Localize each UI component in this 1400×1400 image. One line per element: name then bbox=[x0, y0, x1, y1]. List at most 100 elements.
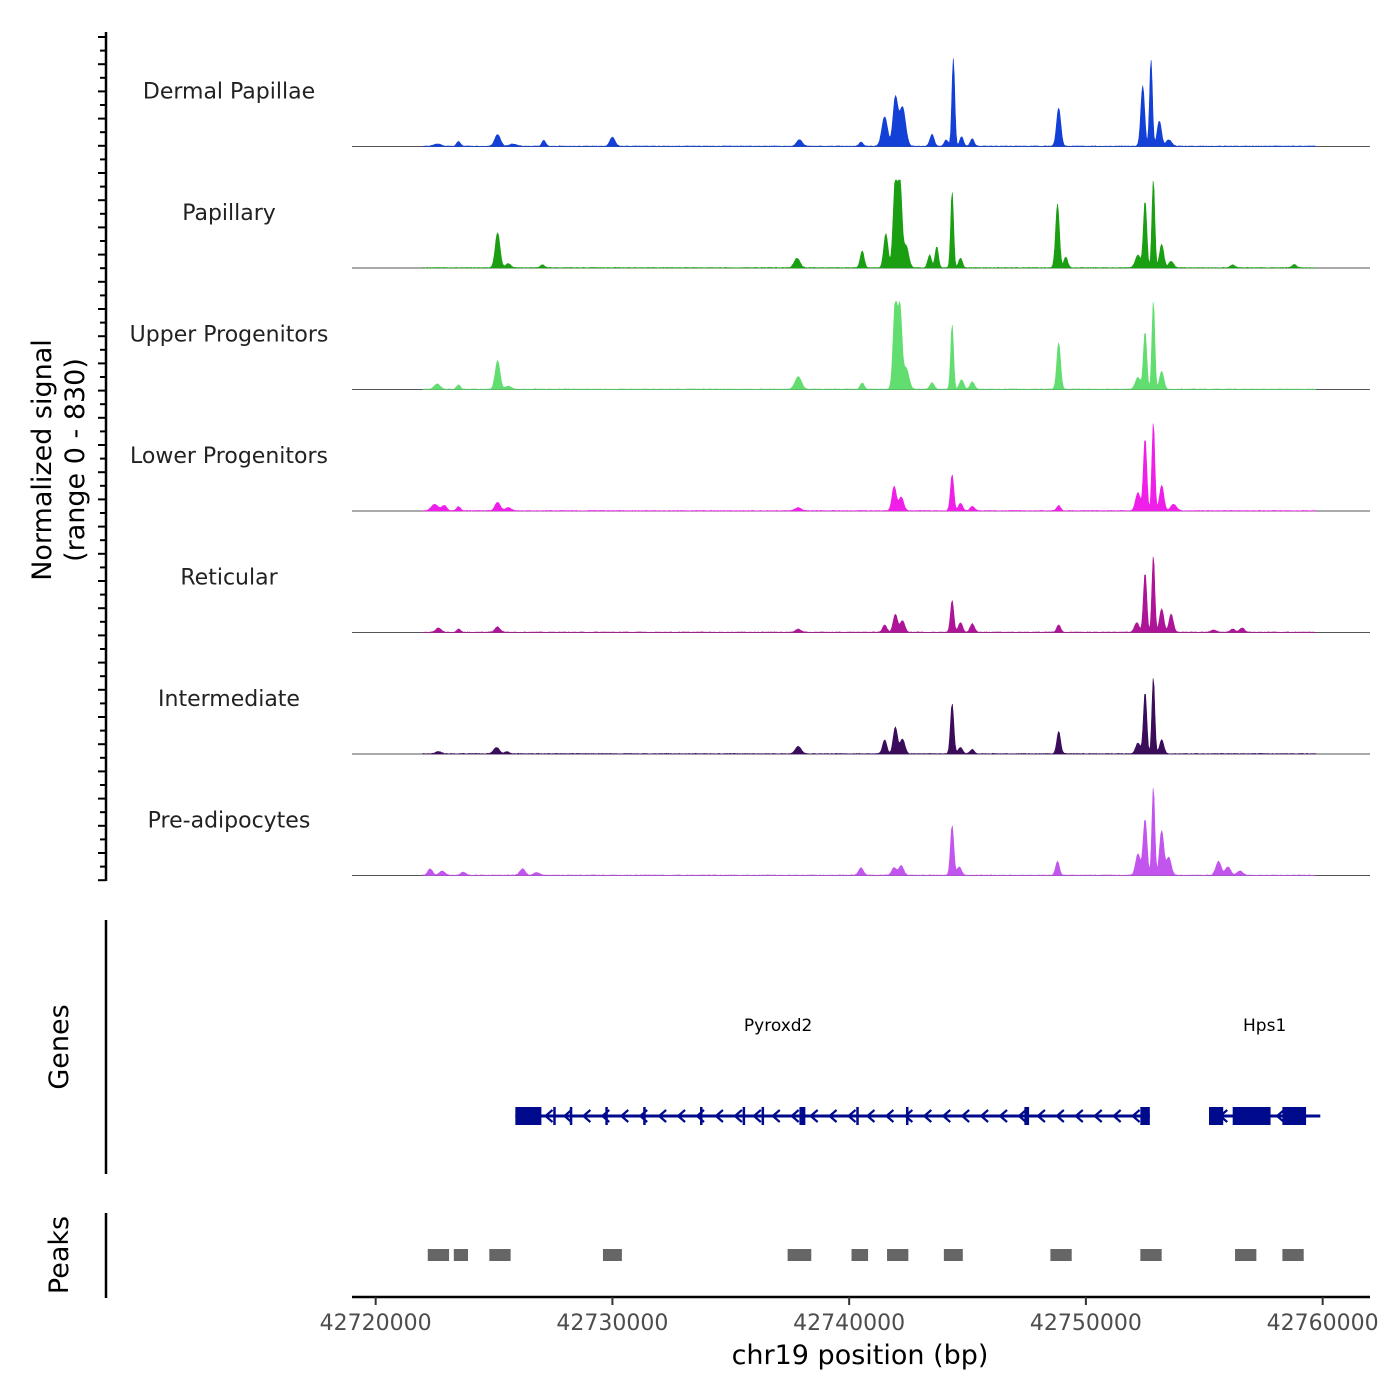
exon bbox=[1024, 1107, 1030, 1125]
exon bbox=[1232, 1107, 1271, 1125]
coverage-area bbox=[422, 788, 1316, 876]
strand-arrow bbox=[1017, 1109, 1027, 1123]
coverage-area bbox=[422, 556, 1317, 633]
strand-arrow bbox=[998, 1109, 1008, 1123]
exon bbox=[605, 1107, 608, 1125]
strand-arrow bbox=[865, 1109, 876, 1123]
strand-arrow bbox=[752, 1109, 762, 1123]
track-intermediate: Intermediate bbox=[158, 678, 1370, 755]
peak-track bbox=[427, 1249, 1304, 1261]
x-axis: 42720000 42730000 42740000 42750000 42760000 bbox=[320, 1295, 1379, 1336]
peak-region bbox=[1050, 1249, 1072, 1261]
coverage-area bbox=[422, 179, 1317, 269]
y-axis-title-line1: Normalized signal bbox=[27, 339, 58, 581]
strand-arrow bbox=[884, 1109, 895, 1123]
strand-arrow bbox=[1130, 1109, 1141, 1123]
track-reticular: Reticular bbox=[180, 556, 1370, 633]
strand-arrow bbox=[846, 1109, 857, 1123]
strand-arrow bbox=[922, 1109, 933, 1123]
track-upper-progenitors: Upper Progenitors bbox=[130, 300, 1370, 390]
strand-arrow bbox=[676, 1109, 686, 1123]
strand-arrow bbox=[979, 1109, 989, 1123]
exon bbox=[1209, 1107, 1224, 1125]
genes-panel-title: Genes bbox=[44, 1004, 75, 1089]
exon bbox=[515, 1107, 542, 1125]
strand-arrow bbox=[827, 1109, 838, 1123]
track-label: Reticular bbox=[180, 566, 278, 591]
track-dermal-papillae: Dermal Papillae bbox=[143, 58, 1370, 147]
peak-region bbox=[453, 1249, 469, 1261]
strand-arrow bbox=[562, 1109, 573, 1123]
x-tick-label: 42760000 bbox=[1267, 1311, 1379, 1336]
exon bbox=[1282, 1107, 1307, 1125]
peak-region bbox=[602, 1249, 622, 1261]
strand-arrow bbox=[1275, 1109, 1285, 1123]
coverage-area bbox=[422, 678, 1317, 755]
track-label: Intermediate bbox=[158, 687, 300, 712]
gene-label: Hps1 bbox=[1243, 1016, 1286, 1036]
coverage-area bbox=[422, 300, 1317, 390]
strand-arrow bbox=[1055, 1109, 1065, 1123]
coverage-tracks: Dermal Papillae Papillary Upper Progenitor… bbox=[130, 58, 1370, 876]
strand-arrow bbox=[903, 1109, 914, 1123]
strand-arrow bbox=[960, 1109, 970, 1123]
track-label: Lower Progenitors bbox=[130, 444, 328, 469]
peak-region bbox=[887, 1249, 909, 1261]
track-label: Papillary bbox=[182, 201, 276, 226]
track-lower-progenitors: Lower Progenitors bbox=[130, 423, 1370, 512]
exon bbox=[905, 1107, 909, 1125]
gene-annotation-track: Pyroxd2 Hps1 bbox=[515, 1016, 1321, 1125]
track-label: Upper Progenitors bbox=[130, 323, 329, 348]
track-papillary: Papillary bbox=[182, 179, 1370, 269]
peak-region bbox=[851, 1249, 869, 1261]
exon bbox=[742, 1107, 746, 1125]
peak-region bbox=[787, 1249, 812, 1261]
track-pre-adipocytes: Pre-adipocytes bbox=[148, 788, 1370, 876]
peak-region bbox=[943, 1249, 963, 1261]
gene-pyroxd2: Pyroxd2 bbox=[515, 1016, 1150, 1125]
exon bbox=[569, 1107, 573, 1125]
exon bbox=[761, 1107, 765, 1125]
exon bbox=[799, 1107, 806, 1125]
coverage-area bbox=[422, 423, 1317, 512]
peak-region bbox=[489, 1249, 511, 1261]
strand-arrow bbox=[619, 1109, 629, 1123]
strand-arrow bbox=[543, 1109, 554, 1123]
x-ticks: 42720000 42730000 42740000 42750000 42760000 bbox=[320, 1297, 1379, 1336]
x-tick-label: 42750000 bbox=[1030, 1311, 1142, 1336]
strand-arrow bbox=[771, 1109, 781, 1123]
track-label: Pre-adipocytes bbox=[148, 809, 311, 834]
peak-region bbox=[1282, 1249, 1304, 1261]
peak-region bbox=[1235, 1249, 1257, 1261]
peak-region bbox=[427, 1249, 450, 1261]
strand-arrow bbox=[1093, 1109, 1103, 1123]
x-tick-label: 42720000 bbox=[320, 1311, 432, 1336]
exon bbox=[553, 1107, 556, 1125]
strand-arrow bbox=[657, 1109, 667, 1123]
strand-arrow bbox=[941, 1109, 951, 1123]
x-axis-title: chr19 position (bp) bbox=[732, 1340, 989, 1371]
strand-arrow bbox=[808, 1109, 819, 1123]
x-tick-label: 42740000 bbox=[793, 1311, 905, 1336]
exon bbox=[856, 1107, 859, 1125]
strand-arrow bbox=[1036, 1109, 1046, 1123]
strand-arrow bbox=[790, 1109, 800, 1123]
y-axis-title-line2: (range 0 - 830) bbox=[60, 358, 91, 562]
signal-y-ticks bbox=[98, 36, 106, 882]
x-tick-label: 42730000 bbox=[556, 1311, 668, 1336]
peak-region bbox=[1140, 1249, 1162, 1261]
strand-arrow bbox=[733, 1109, 743, 1123]
strand-arrow bbox=[1111, 1109, 1122, 1123]
peaks-panel-title: Peaks bbox=[44, 1216, 75, 1294]
strand-arrow bbox=[581, 1109, 592, 1123]
exon bbox=[700, 1107, 703, 1125]
strand-arrow bbox=[1074, 1109, 1084, 1123]
track-label: Dermal Papillae bbox=[143, 80, 315, 105]
signal-y-axis bbox=[98, 32, 108, 882]
gene-hps1: Hps1 bbox=[1209, 1016, 1321, 1125]
coverage-area bbox=[422, 58, 1317, 147]
exon bbox=[643, 1107, 646, 1125]
exon bbox=[1140, 1107, 1150, 1125]
